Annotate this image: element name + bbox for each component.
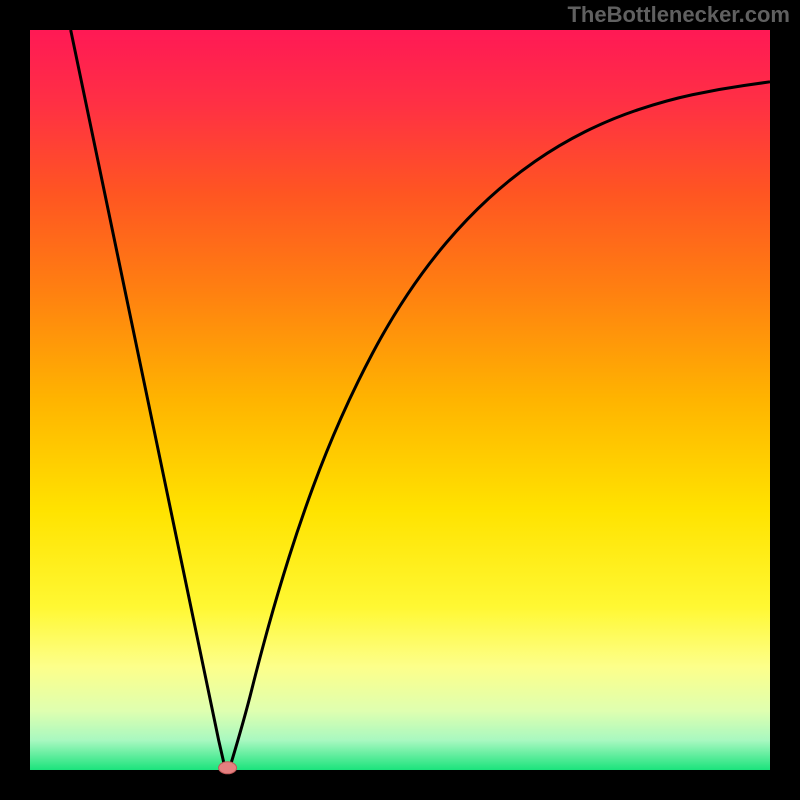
chart-container: TheBottlenecker.com — [0, 0, 800, 800]
watermark-text: TheBottlenecker.com — [567, 2, 790, 28]
bottleneck-chart — [0, 0, 800, 800]
bottleneck-marker — [219, 762, 237, 774]
